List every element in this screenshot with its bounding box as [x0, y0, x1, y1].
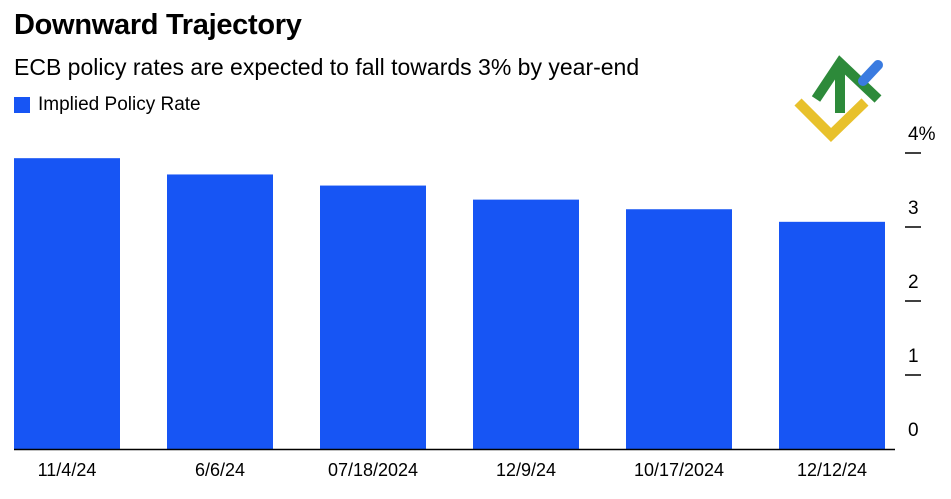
y-tick-label-4: 4% — [908, 124, 936, 145]
bar-2 — [320, 185, 426, 449]
x-tick-label-5: 12/12/24 — [797, 460, 867, 480]
y-tick-label-3: 3 — [908, 198, 919, 219]
bar-0 — [14, 158, 120, 449]
chart-legend: Implied Policy Rate — [14, 94, 201, 116]
legend-label: Implied Policy Rate — [38, 94, 201, 115]
logo-yellow-stroke — [794, 98, 869, 143]
y-tick-label-0: 0 — [908, 420, 919, 441]
chart-title: Downward Trajectory — [14, 9, 302, 41]
chart-subtitle: ECB policy rates are expected to fall to… — [14, 54, 640, 80]
bar-5 — [779, 221, 885, 449]
x-tick-label-3: 12/9/24 — [496, 460, 556, 480]
x-tick-label-0: 11/4/24 — [38, 460, 97, 480]
logo-blue-stroke — [858, 60, 883, 86]
x-tick-label-1: 6/6/24 — [195, 460, 245, 480]
brand-logo-icon — [794, 55, 883, 143]
bar-4 — [626, 209, 732, 449]
x-tick-label-2: 07/18/2024 — [328, 460, 418, 480]
bar-1 — [167, 174, 273, 449]
legend-swatch — [14, 97, 30, 113]
y-tick-label-2: 2 — [908, 272, 919, 293]
y-tick-label-1: 1 — [908, 346, 919, 367]
bar-3 — [473, 199, 579, 449]
x-tick-label-4: 10/17/2024 — [634, 460, 724, 480]
